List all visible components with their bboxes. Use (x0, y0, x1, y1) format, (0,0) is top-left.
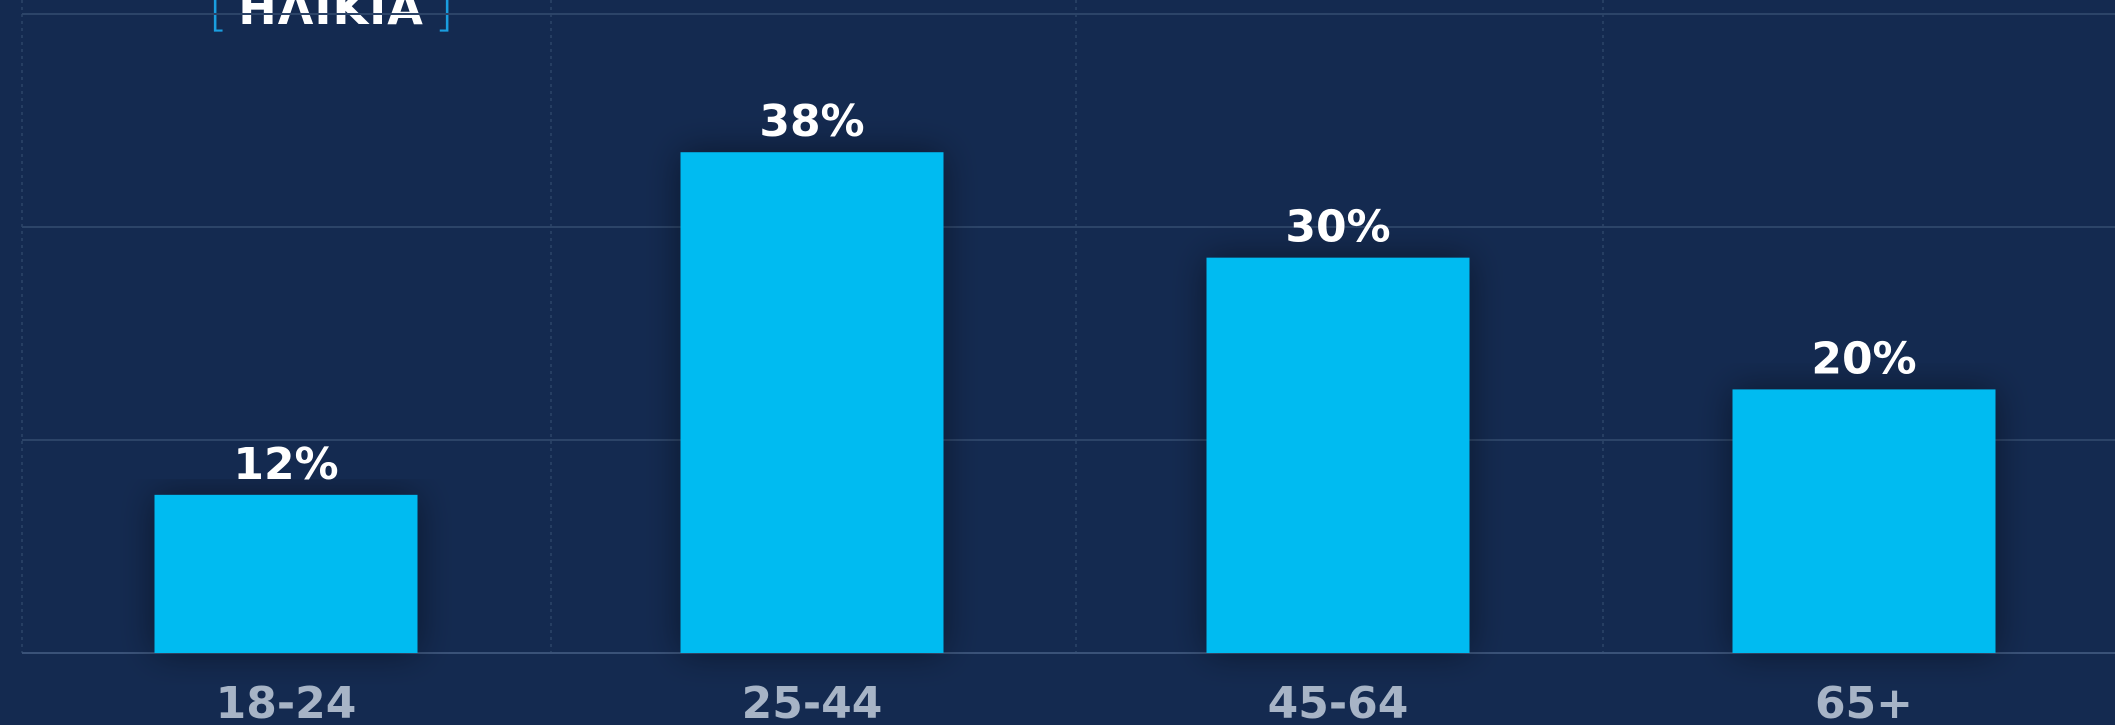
bars (154, 152, 1996, 653)
category-label: 45-64 (1268, 678, 1409, 725)
bar-45-64 (1206, 257, 1470, 653)
title-bracket-right: ] (433, 0, 455, 38)
category-label: 65+ (1815, 678, 1913, 725)
value-label: 20% (1811, 333, 1916, 384)
value-label: 38% (759, 96, 864, 147)
chart-title-block: [ ΗΛΙΚΙΑ ] (208, 0, 454, 38)
value-label: 30% (1285, 202, 1390, 253)
value-labels: 12% 38% 30% 20% (233, 96, 1916, 490)
value-label: 12% (233, 439, 338, 490)
bar-25-44 (680, 152, 944, 653)
chart-title: ΗΛΙΚΙΑ (238, 0, 424, 35)
category-label: 18-24 (216, 678, 357, 725)
category-labels: 18-24 25-44 45-64 65+ (216, 678, 1913, 725)
bar-65+ (1732, 389, 1996, 653)
title-bracket-left: [ (208, 0, 229, 38)
bar-18-24 (154, 494, 418, 653)
category-label: 25-44 (742, 678, 883, 725)
